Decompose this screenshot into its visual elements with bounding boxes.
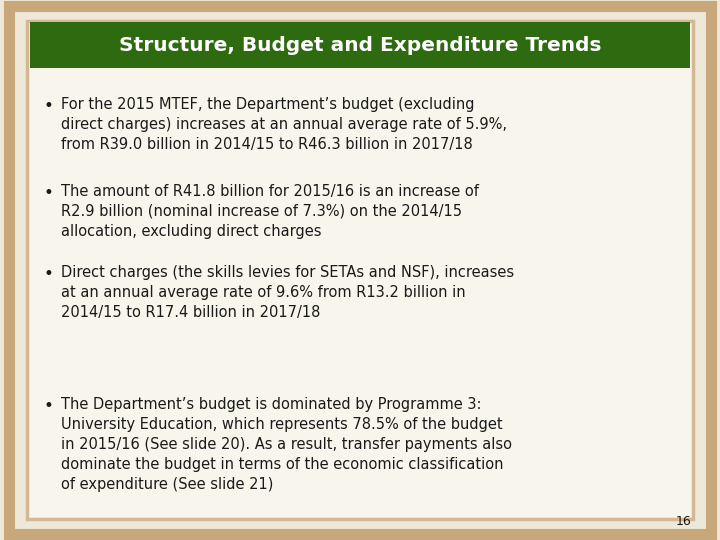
- Text: •: •: [43, 397, 53, 415]
- Text: •: •: [43, 184, 53, 201]
- Text: The amount of R41.8 billion for 2015/16 is an increase of
R2.9 billion (nominal : The amount of R41.8 billion for 2015/16 …: [61, 184, 479, 239]
- Text: Structure, Budget and Expenditure Trends: Structure, Budget and Expenditure Trends: [119, 36, 601, 56]
- Text: Direct charges (the skills levies for SETAs and NSF), increases
at an annual ave: Direct charges (the skills levies for SE…: [61, 265, 514, 320]
- FancyBboxPatch shape: [9, 6, 711, 534]
- Text: 16: 16: [675, 515, 691, 528]
- Text: •: •: [43, 97, 53, 115]
- FancyBboxPatch shape: [27, 21, 693, 519]
- Text: •: •: [43, 265, 53, 282]
- Text: For the 2015 MTEF, the Department’s budget (excluding
direct charges) increases : For the 2015 MTEF, the Department’s budg…: [61, 97, 507, 152]
- FancyBboxPatch shape: [30, 22, 690, 68]
- Text: The Department’s budget is dominated by Programme 3:
University Education, which: The Department’s budget is dominated by …: [61, 397, 512, 492]
